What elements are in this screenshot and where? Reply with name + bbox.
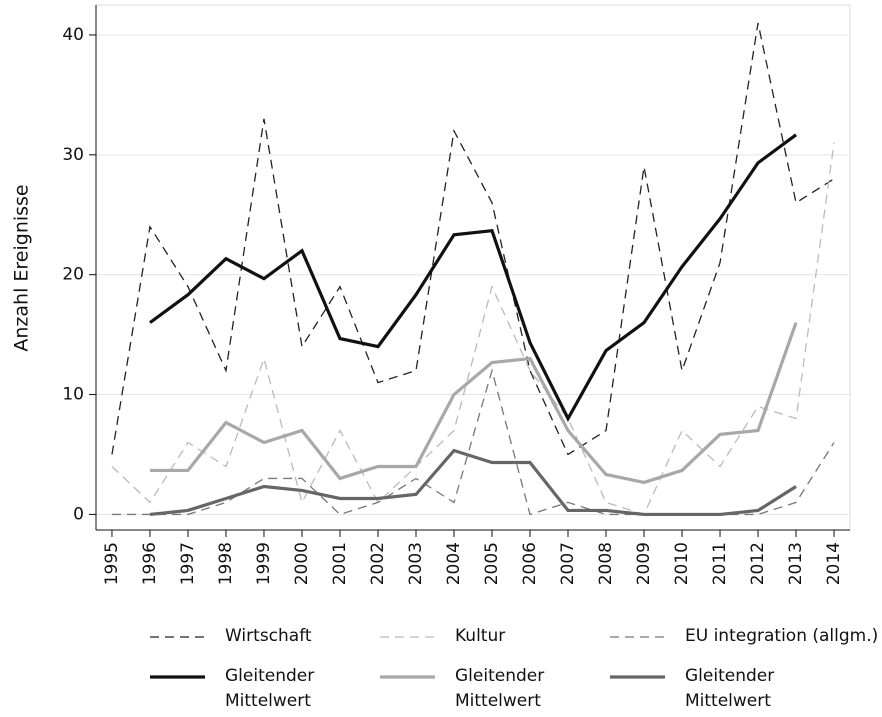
- y-tick-label: 10: [62, 385, 84, 405]
- y-tick-label: 0: [73, 504, 84, 524]
- x-tick-label: 2008: [596, 542, 616, 585]
- x-tick-label: 2013: [786, 542, 806, 585]
- plot-frame: [95, 4, 851, 531]
- y-tick-label: 30: [62, 145, 84, 165]
- series-line: [149, 322, 798, 485]
- x-tick-label: 1995: [102, 542, 122, 585]
- legend-label: Kultur: [455, 626, 506, 646]
- x-tick-label: 2003: [406, 542, 426, 585]
- x-tick-label: 2007: [558, 542, 578, 585]
- x-tick-label: 2000: [292, 542, 312, 585]
- y-tick-label: 40: [62, 25, 84, 45]
- x-tick-label: 2011: [710, 542, 730, 585]
- x-tick-label: 1999: [254, 542, 274, 585]
- x-tick-label: 2014: [824, 542, 844, 585]
- legend-label: Gleitender Mittelwert: [455, 666, 545, 711]
- series-line: [149, 448, 797, 517]
- x-tick-label: 2001: [330, 542, 350, 585]
- y-axis-label: Anzahl Ereignisse: [11, 184, 33, 351]
- x-tick-label: 2009: [634, 542, 654, 585]
- legend-label: Gleitender Mittelwert: [685, 666, 775, 711]
- legend-label: Wirtschaft: [225, 626, 312, 646]
- legend-label: EU integration (allgm.): [685, 626, 879, 646]
- series-line: [111, 368, 835, 516]
- x-tick-label: 2010: [672, 542, 692, 585]
- x-tick-label: 1997: [178, 542, 198, 585]
- series-line: [149, 133, 797, 422]
- y-tick-label: 20: [62, 265, 84, 285]
- x-tick-label: 2006: [520, 542, 540, 585]
- legend-label: Gleitender Mittelwert: [225, 666, 315, 711]
- x-tick-label: 2002: [368, 542, 388, 585]
- series-line: [111, 142, 835, 516]
- x-tick-label: 1996: [140, 542, 160, 585]
- series-line: [111, 22, 835, 456]
- x-tick-label: 2012: [748, 542, 768, 585]
- x-tick-label: 2004: [444, 542, 464, 585]
- x-tick-label: 1998: [216, 542, 236, 585]
- x-tick-label: 2005: [482, 542, 502, 585]
